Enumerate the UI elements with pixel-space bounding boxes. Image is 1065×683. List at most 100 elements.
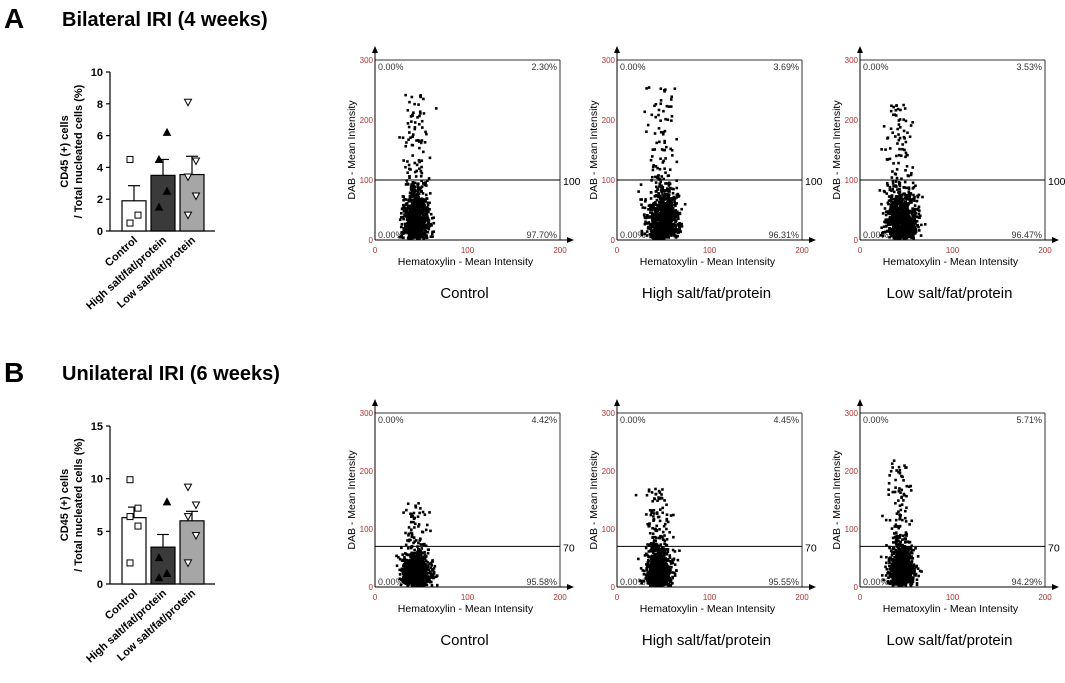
scatter-x-tick-label: 100 (703, 593, 717, 602)
scatter-point (897, 222, 900, 226)
scatter-point (400, 569, 403, 572)
scatter-point (669, 217, 673, 220)
scatter-point (911, 181, 915, 185)
quadrant-top-right: 3.69% (773, 62, 799, 72)
scatter-point (420, 203, 423, 206)
scatter-point (914, 184, 917, 188)
scatter-point (657, 203, 660, 207)
scatter-point (418, 205, 422, 209)
scatter-point (674, 220, 677, 223)
scatter-point (917, 225, 920, 229)
scatter-point (408, 194, 412, 198)
scatter-point (415, 234, 419, 237)
scatter-point (891, 212, 894, 216)
scatter-point (912, 548, 915, 552)
scatter-point (413, 190, 417, 193)
quadrant-top-right: 3.53% (1016, 62, 1042, 72)
scatter-point (680, 225, 684, 228)
scatter-point (404, 93, 407, 97)
scatter-point (422, 216, 425, 220)
scatter-point (904, 232, 908, 236)
scatter-point (406, 231, 410, 235)
scatter-point (410, 120, 413, 123)
scatter-point (647, 488, 651, 492)
scatter-point (659, 230, 662, 234)
scatter-point (670, 206, 674, 209)
scatter-point (402, 209, 406, 213)
scatter-point (408, 167, 411, 171)
scatter-subtitle: Control (440, 285, 488, 302)
scatter-point (652, 518, 656, 521)
scatter-point (413, 161, 417, 165)
scatter-point (418, 234, 421, 237)
quadrant-top-right: 4.45% (773, 415, 799, 425)
scatter-point (662, 574, 666, 578)
scatter-point (651, 536, 654, 540)
scatter-y-label: DAB - Mean Intensity (346, 450, 358, 550)
scatter-point (900, 488, 903, 492)
scatter-point (654, 492, 658, 496)
scatter-point (659, 180, 663, 184)
scatter-point (648, 576, 652, 579)
scatter-point (658, 573, 662, 577)
scatter-point (413, 580, 416, 584)
scatter-point (410, 561, 414, 564)
scatter-point (424, 555, 428, 558)
scatter-point (903, 225, 907, 229)
bar-y-tick-label: 10 (91, 67, 103, 79)
scatter-point (670, 154, 674, 157)
scatter-point (650, 113, 654, 117)
scatter-point (413, 126, 417, 129)
scatter-point (904, 140, 908, 144)
bar-y-label: CD45 (+) cells / Total nucleated cells (%… (59, 438, 85, 572)
scatter-points (637, 86, 687, 240)
bar-y-label-line2: / Total nucleated cells (%) (73, 84, 85, 218)
scatter-point (648, 522, 651, 525)
scatter-point (408, 579, 411, 583)
scatter-y-tick-label: 100 (360, 176, 374, 185)
scatter-point (416, 570, 419, 574)
data-point (134, 522, 142, 530)
scatter-point (666, 224, 669, 228)
scatter-point (895, 154, 898, 158)
scatter-point (675, 186, 679, 190)
scatter-point (893, 229, 896, 233)
scatter-point (429, 529, 432, 533)
scatter-point (405, 579, 409, 583)
scatter-y-tick-label: 200 (360, 467, 374, 476)
scatter-point (435, 583, 439, 587)
scatter-point (892, 197, 895, 201)
quadrant-bottom-left: 0.00% (378, 577, 404, 587)
scatter-point (918, 216, 921, 220)
scatter-point (654, 102, 658, 106)
scatter-point (657, 113, 660, 117)
scatter-point (661, 215, 665, 219)
scatter-point (886, 158, 890, 161)
quadrant-top-right: 4.42% (531, 415, 557, 425)
scatter-point (908, 135, 912, 139)
scatter-point (411, 220, 415, 223)
scatter-point (896, 142, 899, 145)
scatter-point (425, 565, 429, 568)
scatter-point (407, 539, 411, 543)
scatter-point (668, 181, 671, 185)
scatter-point (913, 199, 916, 202)
scatter-point (665, 230, 668, 233)
x-axis-arrow (567, 237, 574, 243)
scatter-point (666, 570, 670, 573)
scatter-point (890, 194, 894, 198)
scatter-point (426, 217, 430, 221)
data-point (183, 559, 193, 568)
scatter-point (907, 202, 911, 205)
scatter-point (424, 580, 427, 584)
scatter-point (912, 229, 916, 233)
scatter-point (403, 213, 406, 216)
panel-title: Unilateral IRI (6 weeks) (62, 363, 280, 385)
scatter-point (896, 107, 900, 111)
scatter-point (888, 209, 892, 213)
scatter-point (660, 148, 664, 151)
scatter-point (650, 175, 654, 179)
scatter-point (663, 214, 666, 218)
scatter-point (894, 203, 898, 207)
scatter-point (670, 95, 674, 99)
